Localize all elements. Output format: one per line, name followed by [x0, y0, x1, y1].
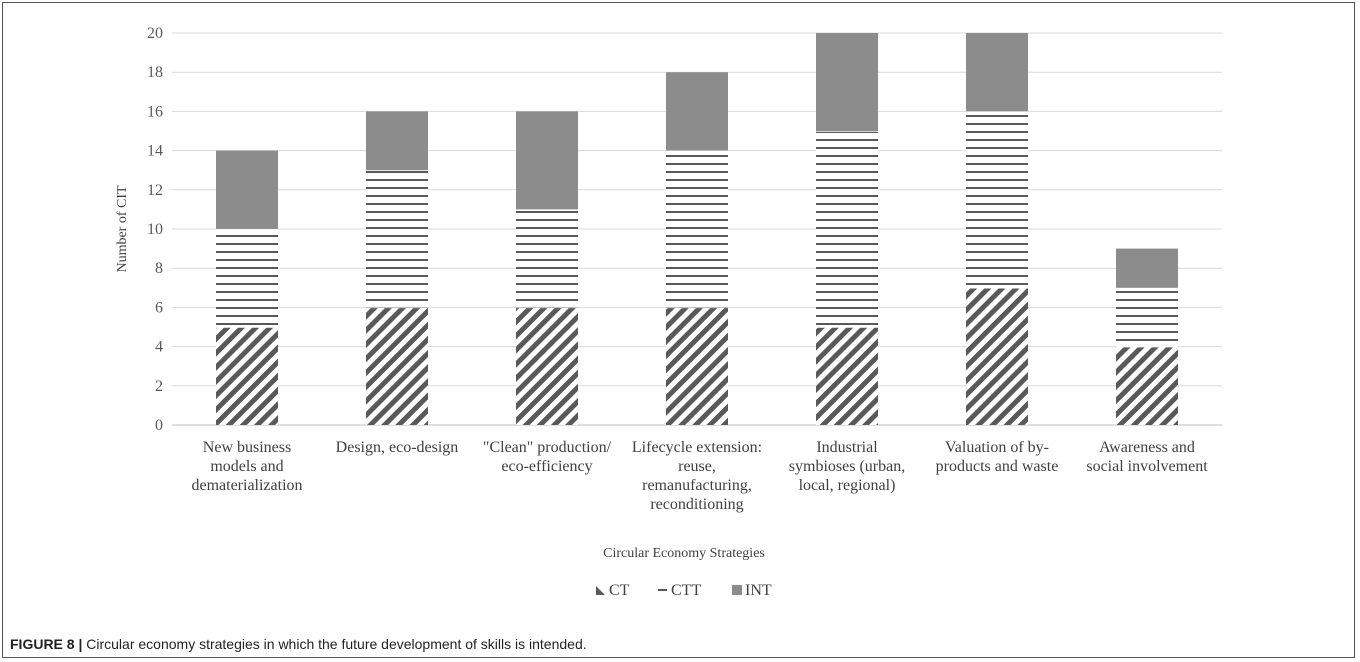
axis-titles: Number of CIT Circular Economy Strategies — [115, 185, 765, 561]
y-axis-title: Number of CIT — [115, 185, 130, 273]
x-category-label: New business models and dematerialization — [191, 439, 302, 494]
stacked-bar-chart: 0 2 4 6 8 10 12 14 16 18 20 New business models and… — [115, 25, 1222, 599]
bars — [216, 33, 1178, 425]
bar-segment-int — [666, 72, 728, 151]
y-tick-label: 0 — [155, 417, 163, 434]
bar-segment-int — [1116, 248, 1178, 288]
bar-segment-ct — [966, 287, 1028, 425]
bar-segment-ct — [366, 307, 428, 425]
bar-segment-int — [366, 111, 428, 171]
y-tick-label: 14 — [147, 143, 163, 160]
x-category-label: Design, eco-design — [336, 439, 459, 456]
bar-segment-ct — [816, 327, 878, 425]
bar-segment-ct — [516, 307, 578, 425]
y-tick-label: 8 — [155, 260, 163, 277]
legend-marker-ct — [596, 586, 605, 595]
bar-segment-ct — [1116, 346, 1178, 425]
y-tick-label: 20 — [147, 25, 163, 42]
bar-segment-int — [216, 150, 278, 229]
y-tick-label: 6 — [155, 299, 163, 316]
x-category-label: Valuation of by-products and waste — [936, 439, 1059, 475]
legend-label-ct: CT — [609, 582, 630, 599]
bar-segment-int — [816, 33, 878, 131]
legend-marker-ctt — [658, 589, 667, 591]
bar-segment-ctt — [366, 170, 428, 308]
x-category-label: Industrial symbioses (urban, local, region… — [789, 439, 905, 494]
y-tick-label: 10 — [147, 221, 163, 238]
x-category-label: Lifecycle extension: reuse, remanufacturin… — [632, 439, 762, 513]
bar-segment-ctt — [216, 229, 278, 327]
x-axis-title: Circular Economy Strategies — [603, 546, 765, 561]
legend-label-ctt: CTT — [671, 582, 701, 599]
x-axis-category-labels: New business models and dematerialization D… — [191, 439, 1208, 513]
bar-segment-int — [516, 111, 578, 210]
y-tick-label: 2 — [155, 378, 163, 395]
legend: CT CTT INT — [596, 582, 772, 599]
y-axis-ticks: 0 2 4 6 8 10 12 14 16 18 20 — [147, 25, 163, 434]
bar-segment-ctt — [966, 111, 1028, 288]
x-category-label: "Clean" production/eco-efficiency — [483, 439, 612, 475]
figure-caption: FIGURE 8 | Circular economy strategies i… — [10, 636, 587, 652]
bar-segment-ct — [666, 307, 728, 425]
legend-marker-int — [732, 585, 742, 595]
bar-segment-ctt — [1116, 287, 1178, 347]
bar-segment-ct — [216, 327, 278, 425]
legend-label-int: INT — [745, 582, 772, 599]
y-tick-label: 4 — [155, 339, 163, 356]
y-tick-label: 16 — [147, 103, 163, 120]
caption-text: Circular economy strategies in which the… — [82, 636, 587, 652]
bar-segment-ctt — [816, 131, 878, 327]
x-category-label: Awareness and social involvement — [1086, 439, 1208, 475]
bar-segment-ctt — [516, 209, 578, 308]
y-tick-label: 12 — [147, 182, 163, 199]
bar-segment-ctt — [666, 150, 728, 308]
y-tick-label: 18 — [147, 64, 163, 81]
bar-segment-int — [966, 33, 1028, 112]
caption-label: FIGURE 8 | — [10, 636, 83, 652]
